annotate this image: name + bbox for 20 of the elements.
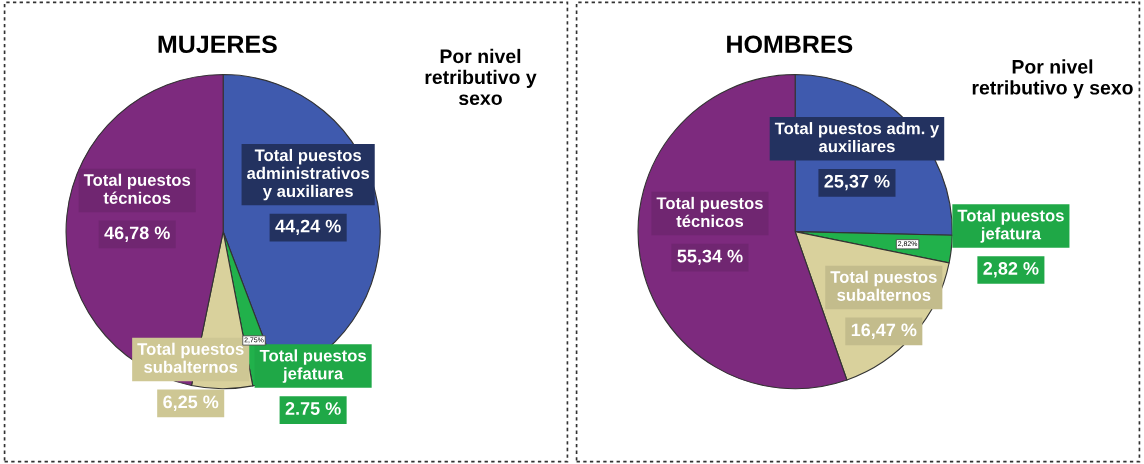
slice-label: Total puestos técnicos [656,196,763,228]
data-label: 44,24 % [275,219,341,236]
chart-title: HOMBRES [727,35,853,54]
chart-subtitle: Por nivel retributivo y sexo [972,59,1133,99]
slice-label: Total puestos jefatura [259,349,366,383]
data-label: 55,34 % [677,249,743,266]
slice-label: Total puestos subalternos [830,270,937,301]
data-label: 2.75 % [285,402,341,415]
data-label: 46,78 % [104,226,170,242]
slice-label: Total puestos jefatura [957,209,1064,243]
data-label: 25,37 % [824,174,890,191]
slice-label: Total puestos técnicos [83,173,191,204]
data-label: 16,47 % [851,323,917,339]
slice-label: Total puestos administrativos y auxiliares [247,148,370,201]
data-label: 2,82 % [983,262,1039,278]
slice-label: Total puestos subalternos [137,342,244,373]
data-label: 6,25 % [163,395,219,411]
text: Por nivel retributivo y sexo [425,48,537,106]
slice-label: Total puestos adm. y auxiliares [774,122,940,153]
chart-title: MUJERES [158,35,277,54]
